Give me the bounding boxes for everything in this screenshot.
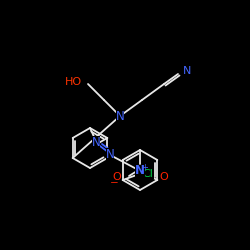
Text: N: N [92, 136, 100, 148]
Text: O: O [112, 172, 121, 182]
Text: −: − [110, 178, 118, 188]
Text: N: N [116, 110, 124, 122]
Text: Cl: Cl [143, 169, 154, 179]
Text: N: N [135, 164, 145, 177]
Text: +: + [142, 162, 148, 172]
Text: O: O [159, 172, 168, 182]
Text: N: N [106, 148, 114, 160]
Text: HO: HO [65, 77, 82, 87]
Text: N: N [183, 66, 192, 76]
